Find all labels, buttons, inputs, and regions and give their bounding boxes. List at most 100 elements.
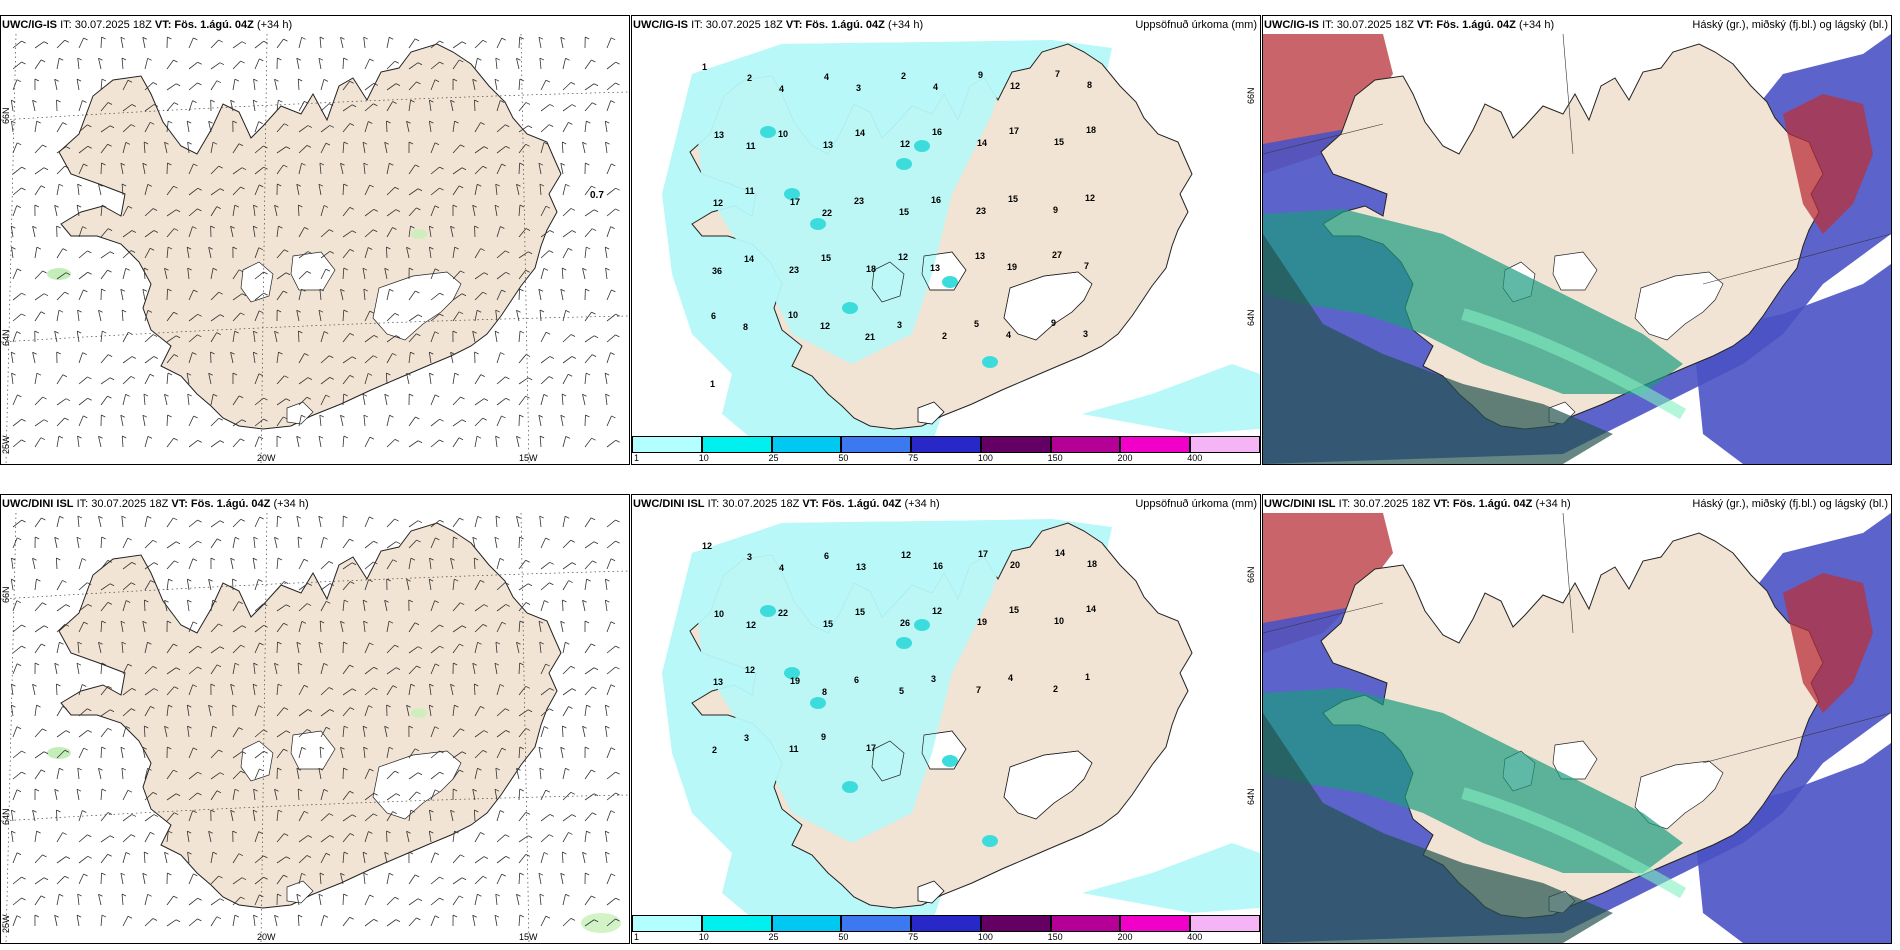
wind-barb <box>120 37 124 49</box>
wind-barb <box>386 289 390 301</box>
wind-barb <box>276 856 287 864</box>
lat-label: 66N <box>1 107 11 124</box>
wind-barb <box>254 729 264 738</box>
wind-barb <box>342 688 353 696</box>
colorbar-label: 150 <box>1047 932 1063 942</box>
wind-barb <box>539 894 542 906</box>
wind-barb <box>452 41 463 49</box>
precip-cell <box>784 667 800 679</box>
wind-barb <box>254 579 259 591</box>
wind-barb <box>210 39 219 49</box>
wind-barb <box>408 684 412 696</box>
precip-value: 26 <box>900 618 910 628</box>
wind-barb <box>606 415 612 427</box>
precip-value: 12 <box>745 665 755 675</box>
wind-barb <box>121 184 124 196</box>
wind-barb <box>210 206 218 217</box>
wind-barb <box>12 292 22 301</box>
wind-barb <box>78 397 88 406</box>
wind-barb <box>320 251 331 259</box>
wind-barb <box>166 228 175 238</box>
wind-barb <box>494 663 498 675</box>
precip-cell <box>982 356 998 368</box>
wind-barb <box>562 374 569 385</box>
wind-barb <box>428 831 432 843</box>
wind-barb <box>297 330 300 343</box>
panel-title: UWC/DINI ISL IT: 30.07.2025 18Z VT: Fös.… <box>633 498 940 510</box>
wind-barb <box>254 373 260 385</box>
wind-barb <box>518 395 526 406</box>
wind-barb <box>166 831 169 843</box>
wind-barb <box>450 100 454 112</box>
wind-barb <box>364 768 370 780</box>
wind-barb <box>54 331 58 343</box>
wind-barb <box>562 356 573 364</box>
wind-barb <box>100 915 103 927</box>
wind-barb <box>144 248 151 259</box>
precip-value: 15 <box>1009 605 1019 615</box>
wind-barb <box>430 40 440 49</box>
graticule <box>1 513 629 943</box>
wind-barb <box>430 915 436 927</box>
precip-value: 22 <box>778 608 788 618</box>
wind-barb <box>518 36 521 49</box>
wind-barb <box>408 81 417 91</box>
wind-barb <box>385 246 388 259</box>
wind-barb <box>474 604 485 612</box>
wind-barb <box>584 83 595 91</box>
precip-map-panel-bottom: UWC/DINI ISL IT: 30.07.2025 18Z VT: Fös.… <box>631 494 1261 944</box>
wind-barb <box>364 561 374 570</box>
wind-barb <box>606 61 616 70</box>
wind-barb <box>56 642 60 654</box>
wind-barb <box>274 331 278 343</box>
graticule <box>1263 34 1891 285</box>
wind-barb <box>210 188 221 196</box>
wind-barb <box>56 165 66 175</box>
wind-barb <box>188 684 194 696</box>
precip-colorbar: 1 10 25 50 75 100 150 200 400 <box>632 436 1260 464</box>
wind-barb <box>166 102 175 112</box>
colorbar-swatch <box>1050 915 1121 932</box>
wind-barb <box>32 810 36 822</box>
precip-value: 23 <box>789 265 799 275</box>
wind-barb <box>518 560 527 570</box>
wind-barb <box>122 663 129 675</box>
wind-barb <box>298 709 309 717</box>
wind-barb <box>122 708 132 717</box>
wind-barb <box>276 164 284 175</box>
wind-barb <box>232 60 241 70</box>
wind-barb <box>450 558 454 570</box>
wind-barb <box>210 898 221 906</box>
wind-barb <box>12 166 22 175</box>
wind-barb <box>143 394 146 406</box>
precip-value: 5 <box>974 319 979 329</box>
wind-barb <box>516 894 520 906</box>
wind-barb <box>297 789 300 801</box>
precip-value: 12 <box>898 252 908 262</box>
wind-barb <box>276 146 287 154</box>
wind-barb <box>78 582 88 591</box>
wind-barb <box>143 268 146 280</box>
colorbar-label: 75 <box>908 453 919 463</box>
precip-value: 2 <box>747 73 752 83</box>
wind-barb <box>34 625 45 633</box>
wind-barb <box>12 852 18 864</box>
wind-barb <box>232 751 243 759</box>
precip-value: 10 <box>714 609 724 619</box>
wind-barb <box>276 398 287 406</box>
wind-barb <box>584 579 588 591</box>
wind-barb <box>540 663 547 675</box>
precip-value: 10 <box>788 310 798 320</box>
wind-barb <box>386 335 397 343</box>
wind-barb <box>210 142 214 154</box>
precip-value: 36 <box>712 266 722 276</box>
wind-barb <box>188 897 198 906</box>
wind-barb <box>342 104 353 112</box>
wind-barb <box>472 205 476 217</box>
wind-barb <box>560 37 564 49</box>
wind-barb <box>430 268 436 280</box>
wind-barb <box>342 917 351 927</box>
panel-title: UWC/DINI ISL IT: 30.07.2025 18Z VT: Fös.… <box>2 498 309 510</box>
wind-barb <box>122 789 129 801</box>
wind-barb <box>188 37 194 49</box>
